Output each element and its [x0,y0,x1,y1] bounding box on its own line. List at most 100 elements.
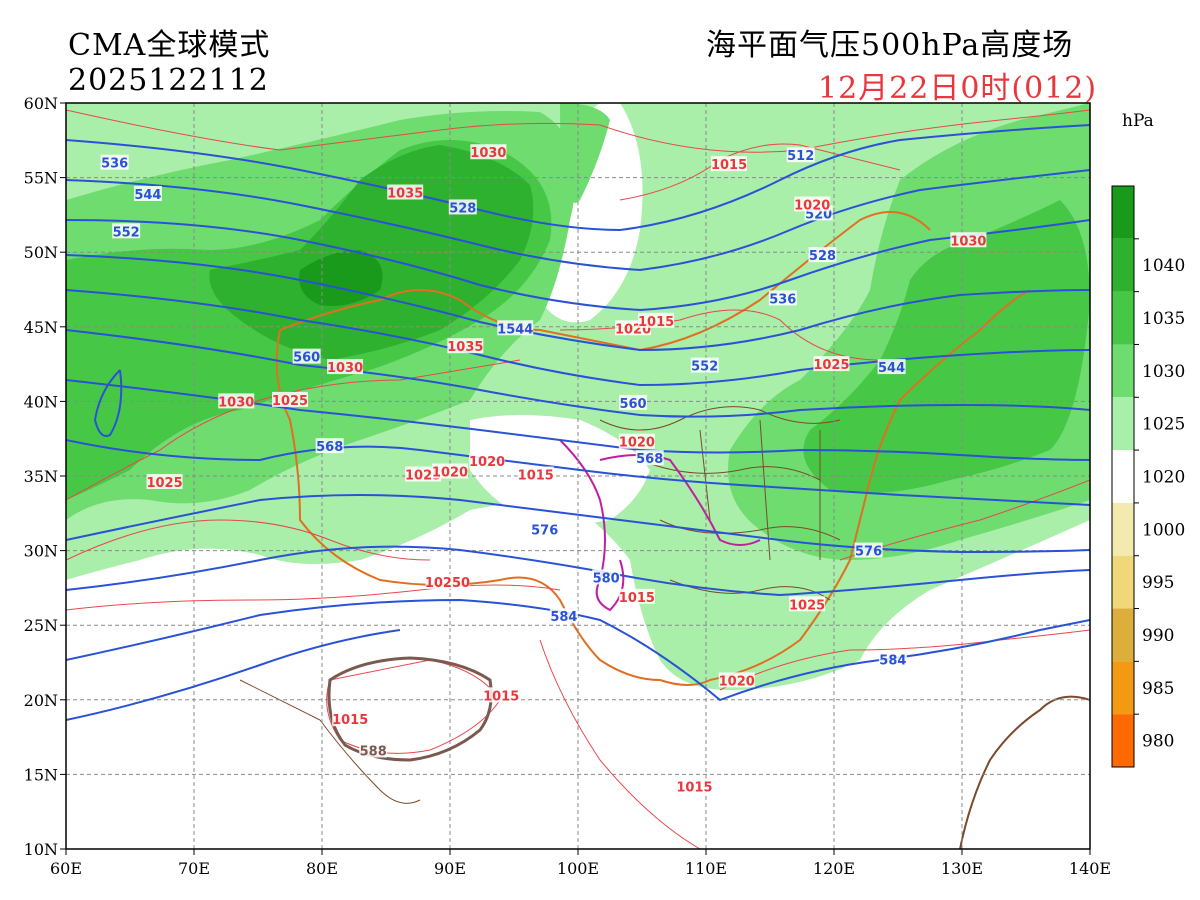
slp-contour-label-bg [618,588,655,604]
valid-time: 12月22日0时(012) [818,71,1098,106]
colorbar-label: 985 [1142,679,1174,699]
height-contour-label: 528 [449,201,476,216]
slp-contour-label: 1015 [483,689,519,704]
height-contour-label-bg [690,357,719,373]
colorbar-frame [1111,185,1135,768]
lon-tick-label: 80E [306,859,338,878]
slp-contour-label-bg [638,312,675,328]
lon-tick-label: 90E [434,859,466,878]
slp-contour-label-bg [327,359,364,375]
lon-tick-label: 140E [1069,859,1111,878]
latitude-axis: 60N 55N 50N 45N 40N 35N 30N 25N 20N 15N 10N [24,94,66,859]
contour-588-label-bg [359,742,388,758]
colorbar-label: 1025 [1142,415,1185,435]
slp-contour-label-bg [272,391,308,407]
height-contour-label-bg [854,542,883,558]
colorbar-swatch [1112,238,1134,292]
slp-contour-label: 1015 [676,780,712,795]
slp-contour-label-bg [425,573,470,589]
slp-contour-label-bg [387,184,424,200]
other-labels: 588 [359,742,388,760]
lat-tick-label: 30N [24,542,58,561]
colorbar-label: 1020 [1142,468,1185,488]
slp-contour-label-bg [794,196,831,212]
lat-tick-label: 35N [24,467,58,486]
height-contour-label-bg [768,290,797,306]
height-contour-label: 568 [636,452,663,467]
slp-contour-label-bg [447,338,484,354]
lat-tick-label: 25N [24,616,58,635]
longitude-axis: 60E 70E 80E 90E 100E 110E 120E 130E 140E [50,849,1111,878]
slp-contour-label-bg [432,463,468,479]
height-contour-label: 584 [879,654,906,669]
colorbar-label: 1035 [1142,309,1185,329]
height-contour-label-bg [619,394,648,410]
slp-contour-label-bg [470,144,507,160]
slp-contour-label: 1025 [272,394,308,409]
height-contour-label-bg [592,569,621,585]
height-contour-label: 544 [878,361,905,376]
colorbar-swatch [1112,291,1134,345]
height-contour-label: 552 [691,360,718,375]
slp-contour-label: 1020 [619,436,655,451]
lat-tick-label: 55N [24,169,58,188]
contour-588 [327,656,493,762]
height-contour-label: 552 [113,225,140,240]
height-contour-label-bg [786,147,815,163]
slp-contour-label-bg [789,596,826,612]
slp-contour-label: 1030 [218,395,254,410]
colorbar-swatch [1112,661,1134,715]
lat-tick-label: 50N [24,243,58,262]
lon-tick-label: 110E [685,859,727,878]
model-title: CMA全球模式 [68,28,271,63]
height-contour-label: 536 [769,292,796,307]
colorbar-label: 990 [1142,626,1174,646]
slp-contour-label-bg [218,393,255,409]
height-contour-label: 1544 [497,322,533,337]
lon-tick-label: 60E [50,859,82,878]
height-contour-label: 512 [787,149,814,164]
slp-contour-label: 1030 [327,361,363,376]
height-contour-label-bg [497,320,534,336]
height-contour-label-bg [635,450,664,466]
colorbar: 1040 1035 1030 1025 1020 1000 995 990 985 980 [1111,185,1185,768]
slp-contour-label-bg [469,453,506,469]
height-contour-label: 576 [531,524,558,539]
colorbar-swatch [1112,555,1134,609]
lat-tick-label: 40N [24,392,58,411]
lon-tick-label: 70E [178,859,210,878]
height-contour-label: 576 [855,545,882,560]
lon-tick-label: 130E [941,859,983,878]
colorbar-swatch [1112,714,1134,767]
colorbar-unit: hPa [1122,111,1154,131]
slp-contour-label: 1025 [789,598,825,613]
init-time: 2025122112 [68,63,269,98]
lat-tick-label: 60N [24,94,58,113]
height-contour-label: 584 [550,610,577,625]
height-contour-label: 568 [316,440,343,455]
colorbar-swatch [1112,186,1134,239]
height-contour-label-bg [100,154,129,170]
colorbar-label: 995 [1142,573,1174,593]
slp-contour-label: 1020 [432,466,468,481]
height-contour-label-bg [878,651,907,667]
slp-contour-label: 1035 [447,340,483,355]
height-contour-label: 560 [619,397,646,412]
lat-tick-label: 15N [24,765,58,784]
colorbar-label: 980 [1142,732,1174,752]
colorbar-label: 1000 [1142,520,1185,540]
slp-contour-label-bg [718,672,755,688]
slp-contour-label: 1015 [518,469,554,484]
colorbar-swatch [1112,397,1134,451]
height-contour-label-bg [112,223,141,239]
height-contour-label-bg [315,438,344,454]
slp-contour-label-bg [711,156,748,172]
height-contour-label-bg [549,608,578,624]
lon-tick-label: 120E [813,859,855,878]
slp-contour-label: 1020 [469,455,505,470]
colorbar-swatch [1112,344,1134,398]
colorbar-swatch [1112,502,1134,556]
slp-contour-label-bg [813,356,850,372]
slp-contour-label-bg [676,778,713,794]
